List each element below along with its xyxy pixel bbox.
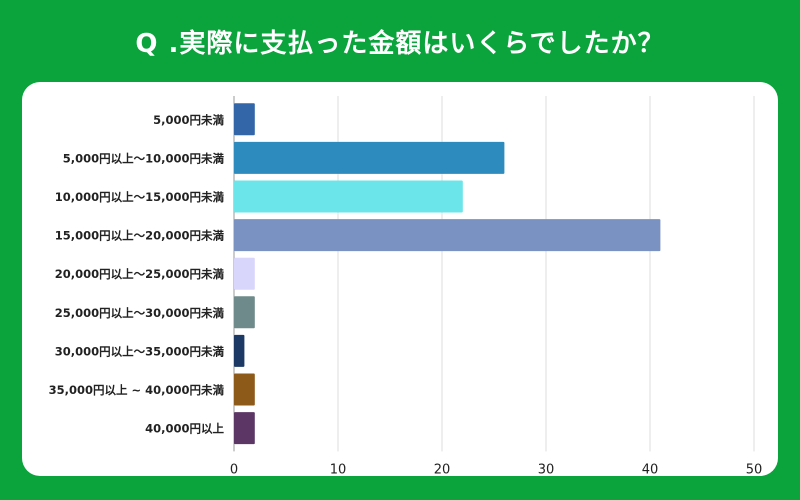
category-label: 5,000円未満 [153, 113, 224, 127]
x-tick-label: 10 [330, 462, 347, 476]
x-tick-label: 50 [746, 462, 763, 476]
chart-card: 5,000円未満 5,000円以上〜10,000円未満 10,000円以上〜15,0… [22, 82, 778, 476]
category-label: 15,000円以上〜20,000円未満 [55, 229, 225, 243]
category-label: 30,000円以上〜35,000円未満 [55, 344, 225, 358]
bar-5 [234, 257, 255, 290]
category-label: 25,000円以上〜30,000円未満 [55, 306, 225, 320]
bar-8 [234, 373, 255, 406]
page-title: Q .実際に支払った金額はいくらでしたか？ [135, 28, 665, 59]
bar-2 [234, 141, 505, 174]
category-label: 40,000円以上 [145, 422, 224, 436]
bar-3 [234, 180, 463, 213]
x-tick-label: 0 [230, 462, 238, 476]
x-tick-label: 30 [538, 462, 555, 476]
bar-7 [234, 334, 245, 367]
x-tick-label: 40 [642, 462, 659, 476]
bar-6 [234, 296, 255, 329]
category-label: 5,000円以上〜10,000円未満 [63, 151, 225, 165]
bar-4 [234, 219, 661, 252]
x-tick-label: 20 [434, 462, 451, 476]
bar-1 [234, 103, 255, 136]
category-label: 35,000円以上 ~ 40,000円未満 [49, 383, 225, 397]
bar-chart: 5,000円未満 5,000円以上〜10,000円未満 10,000円以上〜15,0… [49, 96, 763, 476]
category-label: 20,000円以上〜25,000円未満 [55, 267, 225, 281]
bar-9 [234, 412, 255, 445]
category-label: 10,000円以上〜15,000円未満 [55, 190, 225, 204]
